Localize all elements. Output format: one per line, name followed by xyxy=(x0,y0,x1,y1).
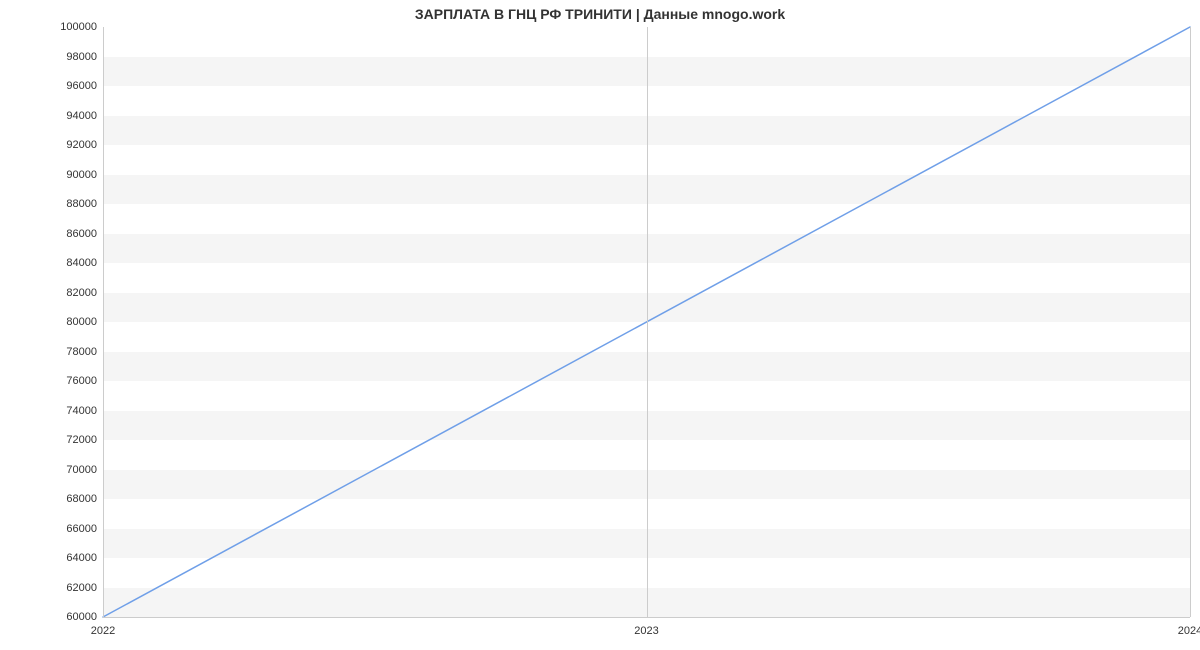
y-tick-label: 96000 xyxy=(66,80,97,92)
y-tick-label: 92000 xyxy=(66,139,97,151)
y-tick-label: 60000 xyxy=(66,611,97,623)
x-tick-label: 2024 xyxy=(1178,625,1200,637)
x-tick-line xyxy=(103,27,104,617)
y-tick-label: 72000 xyxy=(66,434,97,446)
x-tick-label: 2023 xyxy=(634,625,658,637)
y-tick-label: 82000 xyxy=(66,287,97,299)
chart-title: ЗАРПЛАТА В ГНЦ РФ ТРИНИТИ | Данные mnogo… xyxy=(0,6,1200,22)
y-tick-label: 64000 xyxy=(66,552,97,564)
x-tick-label: 2022 xyxy=(91,625,115,637)
y-tick-label: 90000 xyxy=(66,169,97,181)
y-tick-label: 62000 xyxy=(66,582,97,594)
y-tick-label: 66000 xyxy=(66,523,97,535)
y-tick-label: 74000 xyxy=(66,405,97,417)
x-axis-line xyxy=(103,617,1190,618)
plot-area: 6000062000640006600068000700007200074000… xyxy=(103,27,1190,617)
y-tick-label: 68000 xyxy=(66,493,97,505)
y-tick-label: 78000 xyxy=(66,346,97,358)
x-tick-line xyxy=(1190,27,1191,617)
y-tick-label: 94000 xyxy=(66,110,97,122)
x-tick-line xyxy=(647,27,648,617)
y-tick-label: 70000 xyxy=(66,464,97,476)
y-tick-label: 84000 xyxy=(66,257,97,269)
y-tick-label: 80000 xyxy=(66,316,97,328)
y-tick-label: 88000 xyxy=(66,198,97,210)
y-tick-label: 100000 xyxy=(60,21,97,33)
y-tick-label: 98000 xyxy=(66,51,97,63)
salary-chart: ЗАРПЛАТА В ГНЦ РФ ТРИНИТИ | Данные mnogo… xyxy=(0,0,1200,650)
y-tick-label: 76000 xyxy=(66,375,97,387)
y-tick-label: 86000 xyxy=(66,228,97,240)
